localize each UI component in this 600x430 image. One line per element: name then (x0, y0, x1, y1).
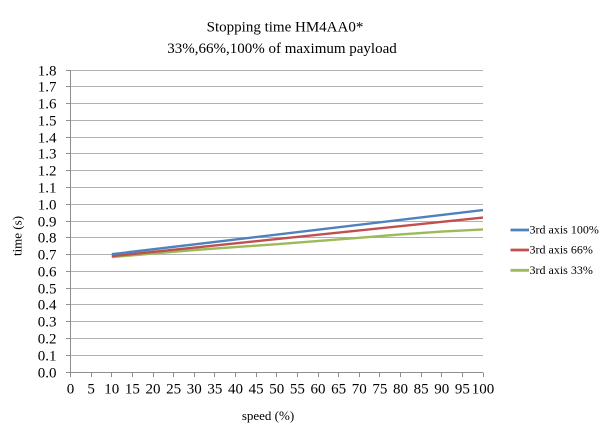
svg-text:50: 50 (269, 382, 284, 398)
svg-text:Stopping time HM4AA0*: Stopping time HM4AA0* (207, 20, 364, 36)
svg-text:3rd axis 66%: 3rd axis 66% (530, 243, 593, 257)
svg-text:1.1: 1.1 (38, 180, 57, 196)
svg-text:speed (%): speed (%) (242, 408, 294, 423)
svg-text:0.6: 0.6 (38, 264, 57, 280)
svg-text:0.7: 0.7 (38, 247, 57, 263)
svg-text:90: 90 (434, 382, 449, 398)
svg-text:55: 55 (290, 382, 305, 398)
svg-text:0.1: 0.1 (38, 348, 57, 364)
svg-text:0.2: 0.2 (38, 331, 57, 347)
svg-text:1.5: 1.5 (38, 113, 57, 129)
svg-text:1.2: 1.2 (38, 163, 57, 179)
svg-text:33%,66%,100% of maximum payloa: 33%,66%,100% of maximum payload (167, 41, 397, 57)
svg-text:10: 10 (104, 382, 119, 398)
svg-text:3rd axis 33%: 3rd axis 33% (530, 263, 593, 277)
svg-text:20: 20 (146, 382, 161, 398)
svg-text:0.4: 0.4 (38, 297, 57, 313)
svg-text:75: 75 (372, 382, 387, 398)
svg-text:1.8: 1.8 (38, 63, 57, 79)
svg-text:time (s): time (s) (10, 216, 25, 256)
svg-text:1.6: 1.6 (38, 96, 57, 112)
svg-text:65: 65 (331, 382, 346, 398)
svg-text:1.7: 1.7 (38, 79, 57, 95)
svg-text:0.5: 0.5 (38, 281, 57, 297)
svg-text:5: 5 (87, 382, 95, 398)
svg-text:1.3: 1.3 (38, 146, 57, 162)
svg-text:0.0: 0.0 (38, 365, 57, 381)
svg-text:15: 15 (125, 382, 140, 398)
svg-text:0.8: 0.8 (38, 230, 57, 246)
svg-text:3rd axis 100%: 3rd axis 100% (530, 223, 599, 237)
svg-text:0.3: 0.3 (38, 314, 57, 330)
svg-text:1.4: 1.4 (38, 130, 57, 146)
svg-text:25: 25 (166, 382, 181, 398)
svg-text:40: 40 (228, 382, 243, 398)
svg-text:85: 85 (414, 382, 429, 398)
svg-text:45: 45 (249, 382, 264, 398)
svg-text:95: 95 (455, 382, 470, 398)
svg-text:30: 30 (187, 382, 202, 398)
svg-text:70: 70 (352, 382, 367, 398)
svg-text:35: 35 (207, 382, 222, 398)
svg-text:0.9: 0.9 (38, 214, 57, 230)
svg-text:100: 100 (472, 382, 495, 398)
svg-text:0: 0 (67, 382, 75, 398)
svg-text:60: 60 (311, 382, 326, 398)
svg-text:80: 80 (393, 382, 408, 398)
svg-text:1.0: 1.0 (38, 197, 57, 213)
